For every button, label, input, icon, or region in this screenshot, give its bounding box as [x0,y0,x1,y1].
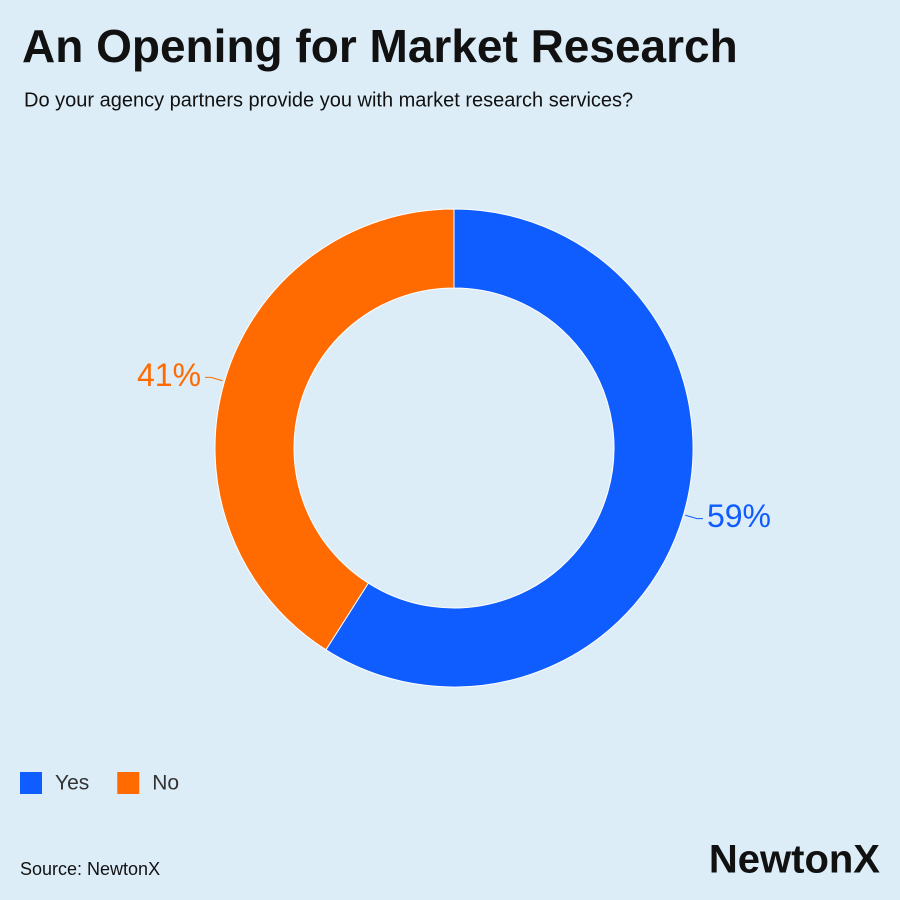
donut-slice [214,208,455,651]
donut-slice [325,208,694,688]
legend-label: No [152,772,179,795]
chart-title: An Opening for Market Research [22,20,738,72]
value-label: 59% [707,498,771,534]
source: Source: NewtonX [20,859,160,879]
legend-swatch [117,772,140,794]
legend-swatch [20,772,42,794]
brand-logo: NewtonX [709,838,880,882]
leader-line [685,514,703,520]
chart-subtitle: Do your agency partners provide you with… [24,89,633,111]
legend-label: Yes [55,772,89,795]
value-label: 41% [137,357,201,393]
leader-line [205,376,223,382]
